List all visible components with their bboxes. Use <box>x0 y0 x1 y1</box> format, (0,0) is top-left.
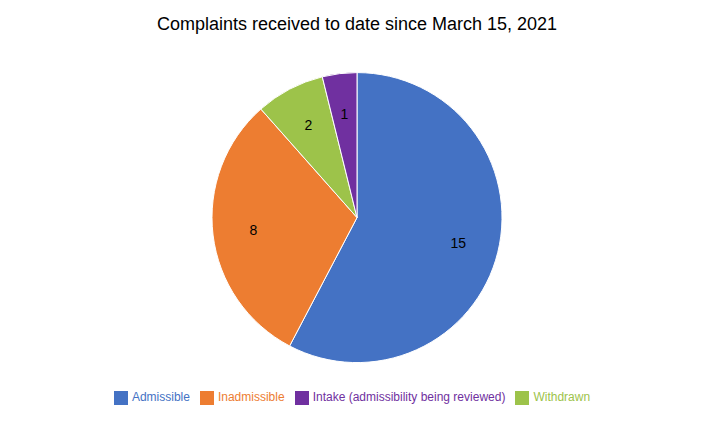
html-text:Admissible: Admissible <box>131 390 190 405</box>
svg-text:2: 2 <box>305 117 313 133</box>
svg-text:8: 8 <box>249 222 257 238</box>
svg-text:15: 15 <box>451 235 467 251</box>
html-text:Complaints received to date si: Complaints received to date since March … <box>156 14 558 34</box>
svg-text:1: 1 <box>341 106 349 122</box>
html-text:Withdrawn: Withdrawn <box>533 390 591 405</box>
html-text:Intake (admissibility being re: Intake (admissibility being reviewed) <box>312 390 506 405</box>
html-text:Inadmissible: Inadmissible <box>217 390 285 405</box>
